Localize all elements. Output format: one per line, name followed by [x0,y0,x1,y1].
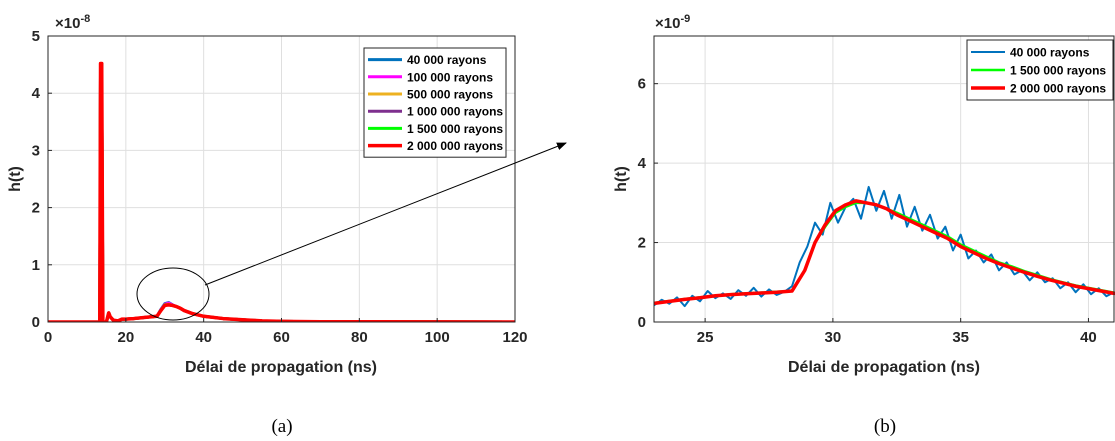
legend-b: 40 000 rayons 1 500 000 rayons 2 000 000 r… [966,39,1114,101]
legend-label: 100 000 rayons [407,70,493,84]
y-axis-label-b: h(t) [613,166,630,192]
y-tick-label: 3 [32,142,40,159]
chart-b: 25 30 35 40 0 2 4 6 ×10-9 Délai de propagation … [613,13,1115,437]
x-axis-label-b: Délai de propagation (ns) [788,359,980,376]
legend-label: 500 000 rayons [407,88,493,102]
x-tick-label: 20 [117,329,134,346]
legend-label: 1 000 000 rayons [407,105,503,119]
y-axis-label-a: h(t) [7,166,24,192]
zoom-arrow [204,142,567,286]
legend-label: 1 500 000 rayons [1010,64,1106,78]
y-tick-label: 5 [32,28,40,45]
caption-a: (a) [271,416,292,437]
y-exponent-b: ×10-9 [655,13,690,32]
series-group-a [48,61,515,322]
axes-box-b [653,35,1115,323]
legend-label: 40 000 rayons [1010,46,1090,60]
series-line-6 [48,61,515,322]
x-tick-label: 35 [952,329,969,346]
y-tick-label: 1 [32,257,40,274]
x-tick-label: 25 [697,329,714,346]
y-exponent-a: ×10-8 [55,13,90,32]
x-tick-label: 40 [1080,329,1097,346]
legend-label: 40 000 rayons [407,53,487,67]
x-tick-label: 40 [195,329,212,346]
y-tick-label: 4 [32,85,41,102]
zoom-ellipse [136,267,210,321]
legend-box [363,47,507,158]
legend-a: 40 000 rayons 100 000 rayons 500 000 rayon… [363,47,507,158]
x-tick-label: 0 [44,329,52,346]
x-tick-label: 30 [825,329,842,346]
y-tick-label: 0 [638,314,646,331]
legend-label: 2 000 000 rayons [407,139,503,153]
x-tick-label: 80 [351,329,368,346]
chart-a: 0 20 40 60 80 100 120 0 1 2 3 4 5 ×10-8 Délai de pro… [7,13,567,437]
caption-b: (b) [874,416,896,437]
series-line-3 [654,199,1115,306]
series-group-b [654,185,1115,308]
y-tick-label: 6 [638,76,646,93]
ticks-b: 25 30 35 40 0 2 4 6 [638,76,1097,346]
x-tick-label: 120 [502,329,527,346]
y-tick-label: 2 [638,235,646,252]
legend-label: 1 500 000 rayons [407,122,503,136]
x-tick-label: 100 [425,329,450,346]
x-axis-label-a: Délai de propagation (ns) [185,359,377,376]
legend-label: 2 000 000 rayons [1010,82,1106,96]
y-tick-label: 0 [32,314,40,331]
y-tick-label: 4 [638,155,647,172]
series-line-1 [654,185,1115,308]
y-tick-label: 2 [32,200,40,217]
x-tick-label: 60 [273,329,290,346]
ticks-a: 0 20 40 60 80 100 120 0 1 2 3 4 5 [32,28,528,346]
